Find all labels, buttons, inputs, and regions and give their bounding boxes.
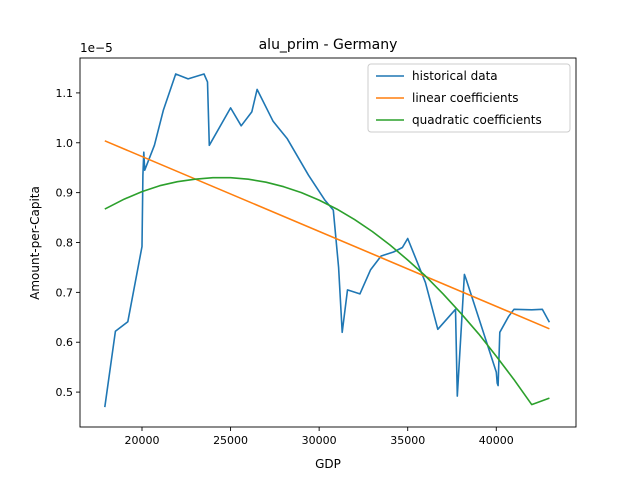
y-tick-label: 0.6: [56, 336, 74, 349]
x-tick-label: 35000: [390, 434, 425, 447]
legend-label: quadratic coefficients: [412, 113, 542, 127]
series-line-quadratic-coefficients: [104, 176, 550, 406]
legend: historical data linear coefficients quadra…: [367, 63, 571, 133]
y-tick-label: 0.9: [56, 187, 74, 200]
legend-label: historical data: [412, 69, 498, 83]
series-line-linear-coefficients: [104, 140, 550, 330]
legend-box: [367, 63, 571, 133]
y-axis-label: Amount-per-Capita: [28, 186, 42, 300]
x-tick-label: 30000: [302, 434, 337, 447]
x-tick-label: 40000: [479, 434, 514, 447]
chart-title: alu_prim - Germany: [259, 37, 398, 53]
plot-area: [104, 73, 551, 408]
y-tick-label: 0.8: [56, 237, 74, 250]
y-tick-label: 0.5: [56, 386, 74, 399]
y-tick-label: 1.0: [56, 137, 74, 150]
y-tick-label: 0.7: [56, 286, 74, 299]
x-tick-label: 25000: [213, 434, 248, 447]
x-axis-label: GDP: [315, 457, 341, 471]
x-tick-label: 20000: [125, 434, 160, 447]
series-line-historical-data: [104, 73, 551, 408]
y-tick-label: 1.1: [56, 87, 74, 100]
legend-label: linear coefficients: [412, 91, 519, 105]
axes: 20000 25000 30000 35000 40000 0.5 0.6 0.7 0.8 0.9…: [56, 57, 577, 447]
y-axis-scale-label: 1e−5: [80, 41, 113, 55]
